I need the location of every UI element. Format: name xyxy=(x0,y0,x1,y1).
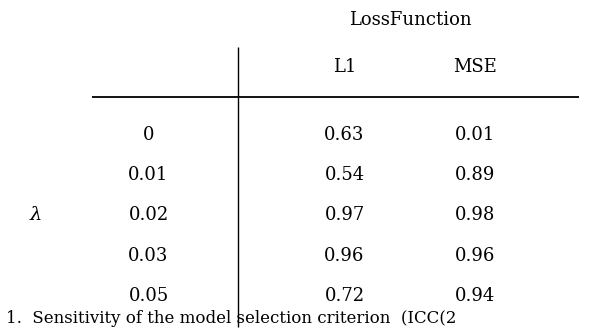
Text: LossFunction: LossFunction xyxy=(349,11,471,29)
Text: 0.97: 0.97 xyxy=(324,206,365,224)
Text: 0.94: 0.94 xyxy=(455,287,495,305)
Text: 0.05: 0.05 xyxy=(128,287,169,305)
Text: 0.98: 0.98 xyxy=(455,206,495,224)
Text: L1: L1 xyxy=(333,58,356,76)
Text: 0.72: 0.72 xyxy=(324,287,365,305)
Text: 0.03: 0.03 xyxy=(128,246,169,265)
Text: 0.01: 0.01 xyxy=(455,126,495,144)
Text: 0.54: 0.54 xyxy=(324,166,365,184)
Text: λ: λ xyxy=(30,206,42,224)
Text: MSE: MSE xyxy=(453,58,497,76)
Text: 0.02: 0.02 xyxy=(128,206,169,224)
Text: 0.01: 0.01 xyxy=(128,166,169,184)
Text: 0.89: 0.89 xyxy=(455,166,495,184)
Text: 0.96: 0.96 xyxy=(455,246,495,265)
Text: 1.  Sensitivity of the model selection criterion  (ICC(2: 1. Sensitivity of the model selection cr… xyxy=(6,310,456,327)
Text: 0.96: 0.96 xyxy=(324,246,365,265)
Text: 0.63: 0.63 xyxy=(324,126,365,144)
Text: 0: 0 xyxy=(143,126,154,144)
